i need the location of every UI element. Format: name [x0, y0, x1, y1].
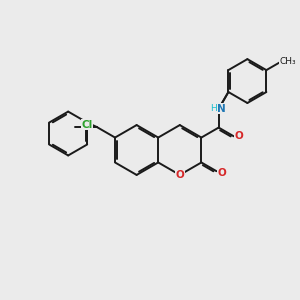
- Text: O: O: [218, 168, 226, 178]
- Text: H: H: [210, 104, 217, 113]
- Text: N: N: [217, 104, 226, 114]
- Text: CH₃: CH₃: [280, 57, 296, 66]
- Text: O: O: [176, 170, 184, 180]
- Text: O: O: [234, 131, 243, 141]
- Text: Cl: Cl: [82, 120, 93, 130]
